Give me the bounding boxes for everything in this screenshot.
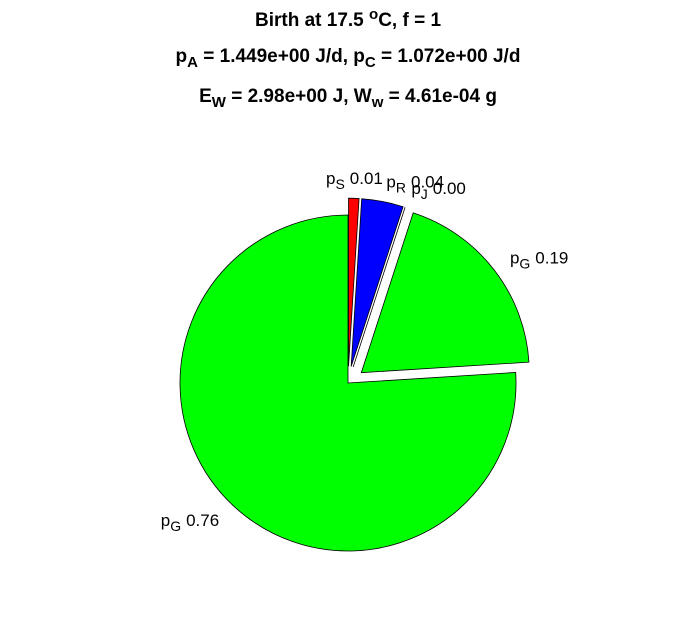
label-value: 0.00: [433, 179, 466, 198]
title-fragment: = 4.61e-04 g: [383, 86, 497, 107]
title-fragment: Birth at 17.5: [255, 10, 369, 31]
pie-slice: [348, 197, 360, 367]
title-fragment: E: [199, 86, 212, 107]
label-sub: J: [421, 186, 428, 202]
title-fragment: = 1.449e+00 J/d, p: [198, 46, 365, 67]
label-name: p: [326, 169, 335, 188]
title-line: EW = 2.98e+00 J, Ww = 4.61e-04 g: [199, 86, 497, 111]
label-sub: G: [170, 518, 181, 534]
title-fragment: C: [365, 54, 376, 71]
title-fragment: = 1.072e+00 J/d: [376, 46, 521, 67]
title-fragment: = 2.98e+00 J, W: [226, 86, 372, 107]
title-line: Birth at 17.5 oC, f = 1: [255, 6, 441, 31]
title-fragment: A: [187, 54, 198, 71]
label-value: 0.76: [186, 511, 219, 530]
slice-label: pJ 0.00: [411, 179, 466, 202]
label-name: p: [510, 248, 519, 267]
label-sub: R: [396, 180, 406, 196]
title-fragment: C, f = 1: [378, 10, 441, 31]
title-fragment: o: [369, 6, 378, 23]
pie-slice: [350, 198, 404, 367]
title-fragment: w: [371, 94, 384, 111]
label-name: p: [386, 173, 395, 192]
slice-label: pR 0.04: [386, 173, 444, 196]
label-name: p: [411, 179, 420, 198]
label-sub: S: [335, 176, 344, 192]
pie-slice: [352, 207, 406, 368]
pie-slice: [360, 212, 530, 374]
pie-slice: [179, 214, 517, 552]
slice-label: pG 0.76: [161, 511, 219, 534]
label-value: 0.04: [411, 173, 444, 192]
label-value: 0.19: [535, 248, 568, 267]
slice-label: pS 0.01: [326, 169, 383, 192]
label-value: 0.01: [350, 169, 383, 188]
label-name: p: [161, 511, 170, 530]
title-fragment: p: [176, 46, 188, 67]
title-line: pA = 1.449e+00 J/d, pC = 1.072e+00 J/d: [176, 46, 521, 71]
title-fragment: W: [212, 94, 227, 111]
slice-label: pG 0.19: [510, 248, 568, 271]
label-sub: G: [519, 255, 530, 271]
